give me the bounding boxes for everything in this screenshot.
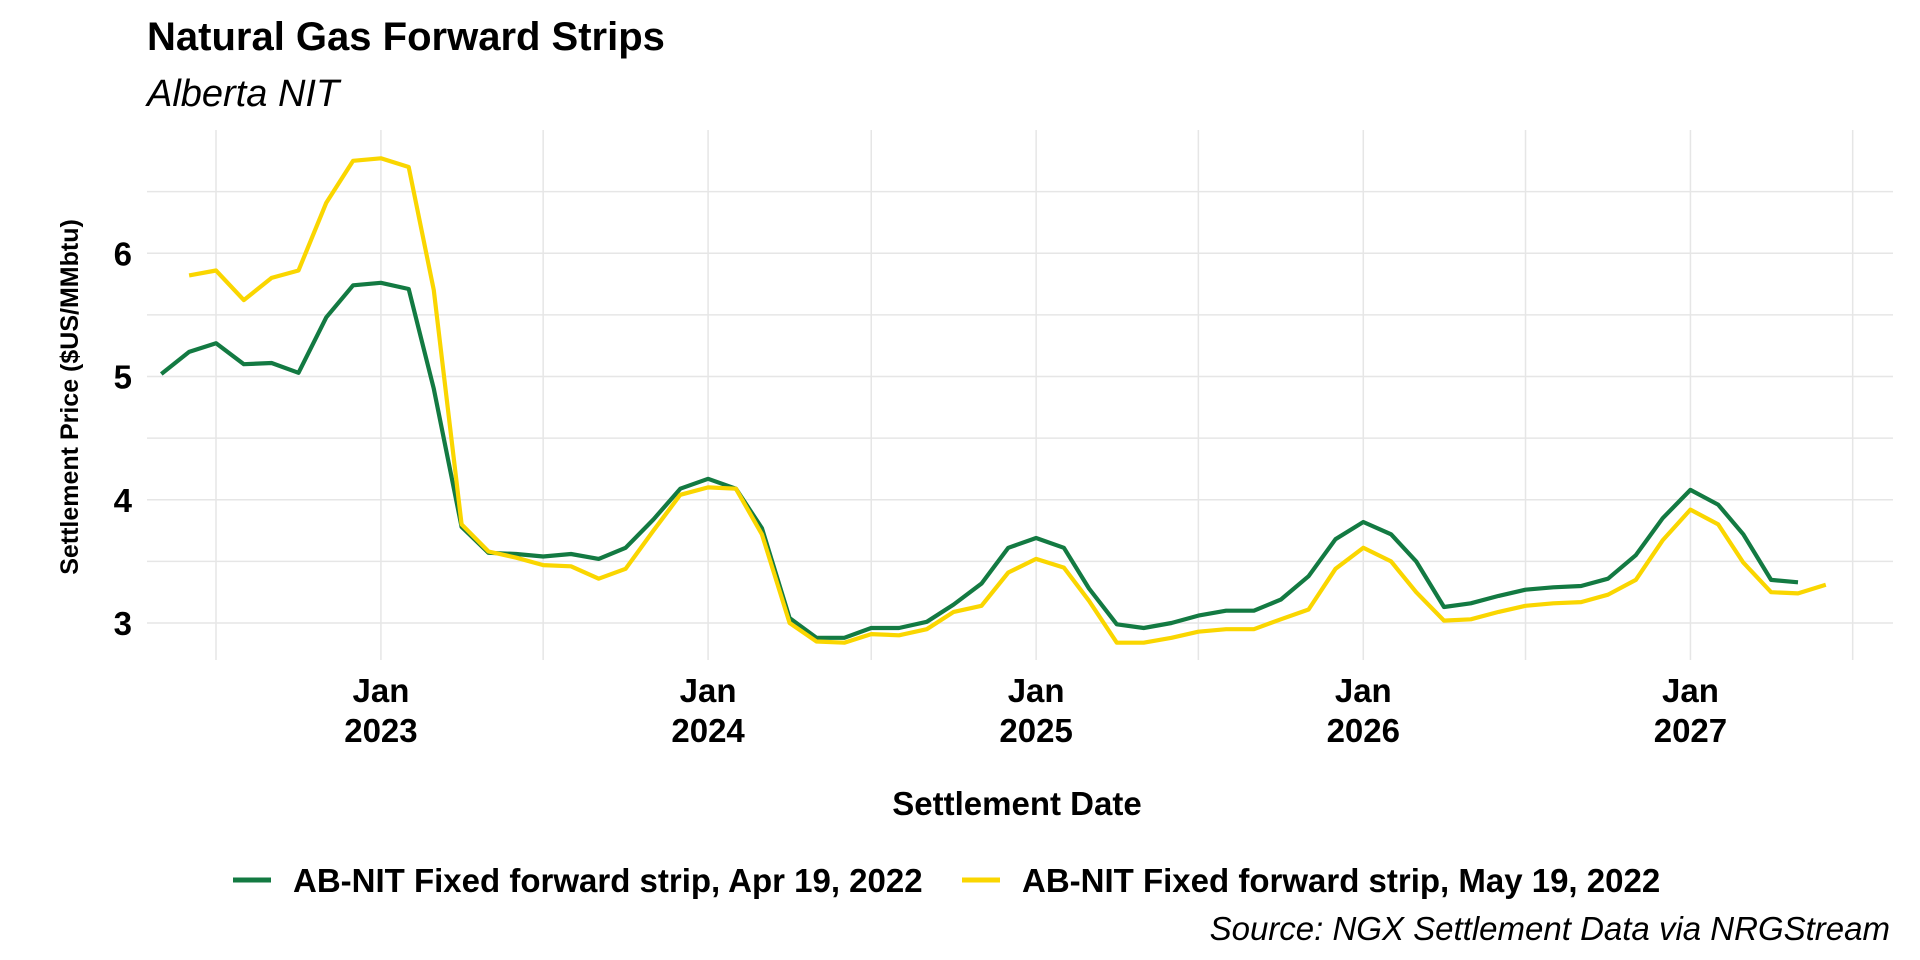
series-line-2 (188, 156, 1827, 645)
x-tick-month-label: Jan (680, 672, 737, 709)
x-tick-month-label: Jan (1662, 672, 1719, 709)
y-tick-label: 4 (114, 482, 133, 519)
series-lines (159, 156, 1827, 645)
x-tick-month-label: Jan (1335, 672, 1392, 709)
series-line-1 (159, 280, 1799, 640)
plot-panel (147, 130, 1893, 660)
y-tick-label: 5 (114, 359, 132, 396)
source-caption: Source: NGX Settlement Data via NRGStrea… (1210, 910, 1890, 947)
x-tick-year-label: 2023 (344, 712, 417, 749)
x-tick-year-label: 2024 (671, 712, 745, 749)
y-tick-label: 6 (114, 235, 132, 272)
y-axis-title: Settlement Price ($US/MMbtu) (56, 219, 84, 575)
x-tick-month-label: Jan (1008, 672, 1065, 709)
y-tick-label: 3 (114, 605, 132, 642)
chart-subtitle: Alberta NIT (145, 73, 342, 115)
x-axis-title: Settlement Date (892, 785, 1141, 822)
x-tick-year-label: 2026 (1327, 712, 1400, 749)
gridlines (147, 130, 1893, 660)
x-tick-month-label: Jan (352, 672, 409, 709)
x-tick-year-label: 2025 (999, 712, 1072, 749)
y-axis-ticks: 3 4 5 6 (114, 235, 133, 642)
legend: AB-NIT Fixed forward strip, Apr 19, 2022… (233, 862, 1660, 899)
x-tick-year-label: 2027 (1654, 712, 1727, 749)
legend-label-2: AB-NIT Fixed forward strip, May 19, 2022 (1022, 862, 1660, 899)
legend-label-1: AB-NIT Fixed forward strip, Apr 19, 2022 (293, 862, 923, 899)
chart-title: Natural Gas Forward Strips (147, 15, 665, 59)
